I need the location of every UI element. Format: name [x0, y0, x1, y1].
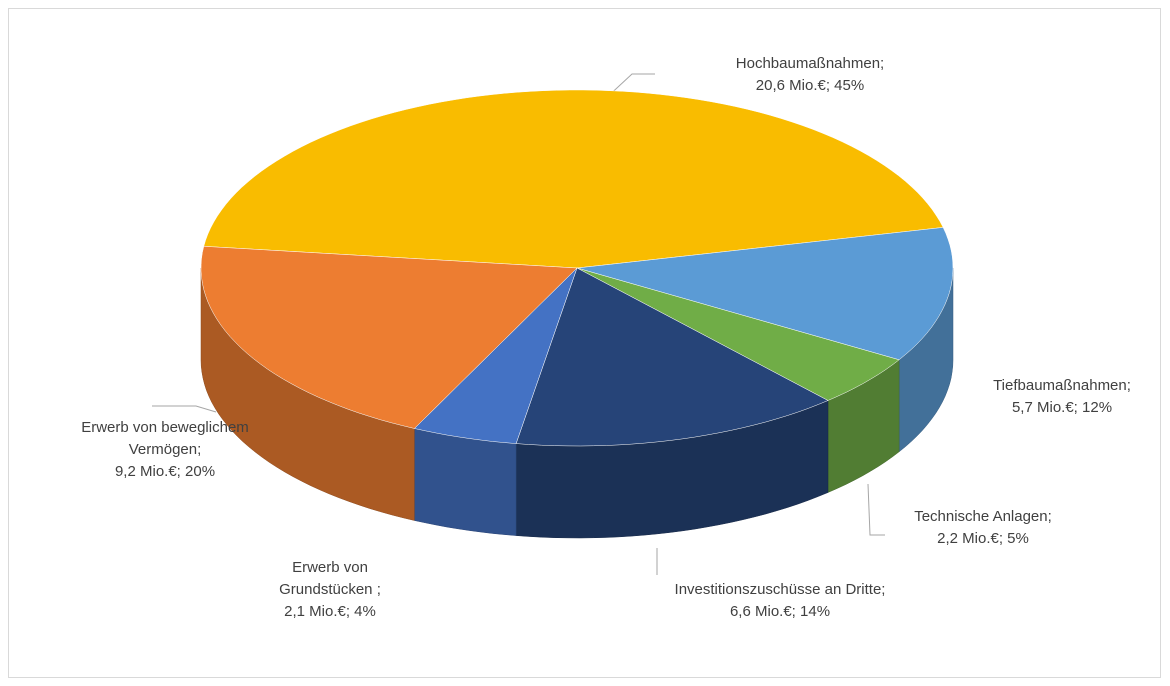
category-label: Erwerb von beweglichem Vermögen; [81, 419, 249, 458]
category-label: Hochbaumaßnahmen; [735, 55, 885, 72]
category-label: Tiefbaumaßnahmen; [993, 377, 1131, 394]
category-label: Erwerb von Grundstücken ; [279, 559, 381, 598]
category-label: Investitionszuschüsse an Dritte; [674, 581, 886, 598]
value-label: 20,6 Mio.€; 45% [755, 77, 865, 94]
value-label: 6,6 Mio.€; 14% [729, 603, 831, 620]
slice [515, 267, 829, 447]
value-label: 9,2 Mio.€; 20% [114, 463, 216, 480]
slice [200, 246, 578, 429]
slice-side [414, 428, 517, 536]
value-label: 2,1 Mio.€; 4% [284, 603, 376, 620]
data-label: Erwerb von Grundstücken ; 2,1 Mio.€; 4% [260, 557, 400, 623]
chart-border [8, 8, 1161, 678]
slice [413, 267, 578, 444]
data-label: Tiefbaumaßnahmen; 5,7 Mio.€; 12% [962, 375, 1162, 419]
value-label: 5,7 Mio.€; 12% [1011, 399, 1113, 416]
slice [203, 89, 944, 269]
slice-tops [200, 89, 954, 447]
leader-lines [152, 73, 885, 575]
category-label: Technische Anlagen; [914, 508, 1052, 525]
data-label: Investitionszuschüsse an Dritte; 6,6 Mio.… [630, 579, 930, 623]
value-label: 2,2 Mio.€; 5% [937, 530, 1029, 547]
data-label: Technische Anlagen; 2,2 Mio.€; 5% [883, 506, 1083, 550]
slice [576, 267, 900, 401]
leader-line [867, 483, 885, 536]
data-label: Hochbaumaßnahmen; 20,6 Mio.€; 45% [690, 53, 930, 97]
slice-sides [200, 267, 954, 539]
data-label: Erwerb von beweglichem Vermögen; 9,2 Mio.… [79, 417, 251, 483]
leader-line [152, 405, 217, 413]
slice [576, 227, 954, 361]
